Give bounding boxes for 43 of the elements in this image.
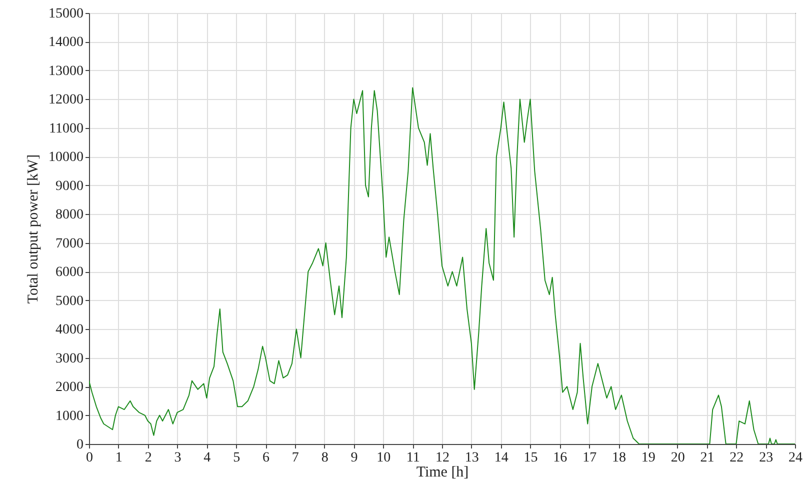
y-tick-label: 8000 [56, 208, 84, 223]
y-tick-label: 3000 [56, 351, 84, 366]
x-tick-label: 4 [204, 450, 211, 466]
x-tick-label: 21 [700, 450, 714, 466]
y-tick-label: 6000 [56, 265, 84, 280]
x-tick-label: 12 [436, 450, 450, 466]
x-tick-label: 1 [115, 450, 122, 466]
x-tick-label: 7 [292, 450, 299, 466]
x-axis-title: Time [h] [416, 464, 469, 480]
x-tick-label: 5 [233, 450, 240, 466]
y-tick-label: 10000 [48, 150, 84, 166]
x-tick-label: 17 [582, 450, 597, 466]
x-tick-label: 8 [321, 450, 328, 466]
y-tick-label: 5000 [56, 294, 84, 309]
y-tick-label: 2000 [56, 380, 84, 396]
x-tick-label: 16 [553, 450, 568, 466]
x-tick-label: 0 [86, 450, 93, 466]
x-tick-label: 23 [759, 450, 774, 466]
y-tick-label: 4000 [56, 322, 84, 338]
y-axis-title: Total output power [kW] [26, 154, 42, 304]
x-tick-label: 19 [641, 450, 656, 466]
x-tick-label: 20 [670, 450, 685, 466]
y-tick-label: 7000 [56, 236, 84, 252]
y-tick-label: 11000 [49, 121, 84, 136]
x-tick-label: 13 [464, 450, 479, 466]
x-tick-label: 15 [524, 450, 538, 466]
y-tick-label: 13000 [48, 64, 84, 79]
y-tick-label: 1000 [56, 408, 84, 424]
y-tick-label: 0 [76, 438, 84, 452]
x-tick-label: 3 [174, 450, 182, 466]
x-tick-label: 18 [612, 450, 626, 466]
x-tick-label: 6 [262, 450, 270, 466]
x-tick-label: 9 [350, 450, 358, 466]
y-tick-label: 9000 [56, 178, 84, 194]
x-tick-label: 10 [376, 450, 391, 466]
x-tick-label: 24 [788, 450, 802, 466]
y-tick-label: 15000 [48, 6, 84, 22]
x-tick-label: 22 [730, 450, 744, 466]
x-tick-label: 11 [406, 450, 420, 466]
x-tick-label: 14 [494, 450, 508, 466]
y-tick-label: 12000 [48, 92, 84, 108]
y-tick-label: 14000 [48, 35, 84, 50]
x-tick-label: 2 [144, 450, 152, 466]
